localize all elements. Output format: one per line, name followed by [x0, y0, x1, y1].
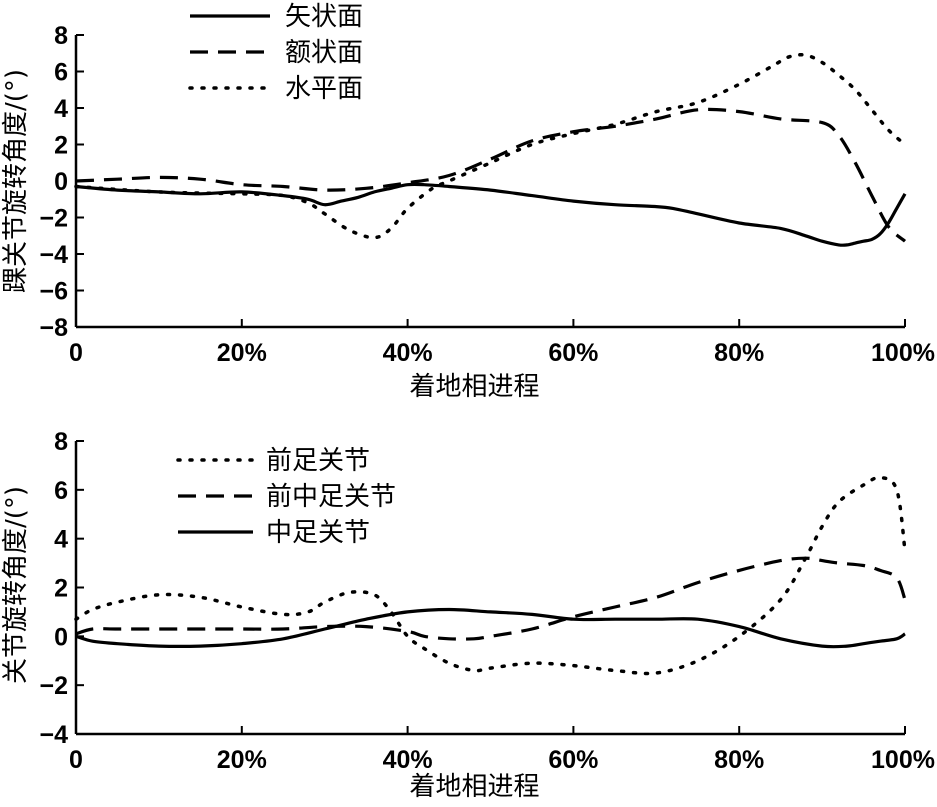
- y-tick-label: 8: [54, 428, 68, 456]
- x-axis-title: 着地相进程: [409, 772, 539, 802]
- legend-label: 前中足关节: [266, 482, 396, 512]
- y-tick-label: −4: [39, 241, 68, 269]
- y-tick-label: 8: [54, 22, 68, 50]
- x-tick-label: 80%: [714, 746, 764, 774]
- x-tick-label: 60%: [548, 339, 598, 367]
- x-tick-label: 20%: [217, 339, 267, 367]
- y-tick-label: 6: [54, 59, 68, 87]
- y-tick-label: 4: [54, 95, 68, 123]
- y-tick-label: −2: [39, 205, 68, 233]
- y-tick-label: 0: [54, 168, 68, 196]
- y-tick-label: −4: [39, 721, 68, 749]
- y-tick-label: 6: [54, 477, 68, 505]
- y-tick-label: 2: [54, 132, 68, 160]
- series-line-3: [74, 52, 907, 240]
- x-tick-label: 40%: [383, 339, 433, 367]
- x-tick-label: 0: [69, 339, 83, 367]
- series-line-2: [75, 107, 907, 243]
- y-tick-label: −8: [39, 314, 68, 342]
- y-tick-label: 4: [54, 526, 68, 554]
- legend-label: 中足关节: [266, 518, 370, 548]
- x-tick-label: 60%: [548, 746, 598, 774]
- series-line-2: [75, 556, 907, 641]
- x-tick-label: 20%: [217, 746, 267, 774]
- y-axis-title: 踝关节旋转角度/(°): [1, 69, 31, 293]
- series-line-3: [75, 607, 906, 649]
- legend-label: 水平面: [285, 74, 363, 104]
- y-tick-label: 2: [54, 575, 68, 603]
- x-tick-label: 100%: [871, 339, 935, 367]
- chart-2: −4 −2 0 2 4 6 8 0 20% 40% 60% 80% 100% 着地相进程 关节旋转角度/(°…: [1, 428, 935, 802]
- x-tick-label: 0: [69, 746, 83, 774]
- x-tick-label: 80%: [714, 339, 764, 367]
- y-tick-label: −2: [39, 672, 68, 700]
- x-tick-label: 100%: [871, 746, 935, 774]
- x-tick-label: 40%: [383, 746, 433, 774]
- chart-1: −8 −6 −4 −2 0 2 4 6 8 0 20% 40% 60% 80% 100% 着地相进程 踝关节旋转…: [1, 2, 935, 402]
- legend-label: 前足关节: [266, 446, 370, 476]
- series-line-1: [75, 182, 907, 247]
- y-tick-label: 0: [54, 623, 68, 651]
- legend-label: 额状面: [285, 38, 363, 68]
- x-axis-title: 着地相进程: [409, 372, 539, 402]
- legend-label: 矢状面: [285, 2, 363, 32]
- y-tick-label: −6: [39, 278, 68, 306]
- series-line-1: [74, 475, 907, 676]
- y-axis-title: 关节旋转角度/(°): [1, 486, 31, 684]
